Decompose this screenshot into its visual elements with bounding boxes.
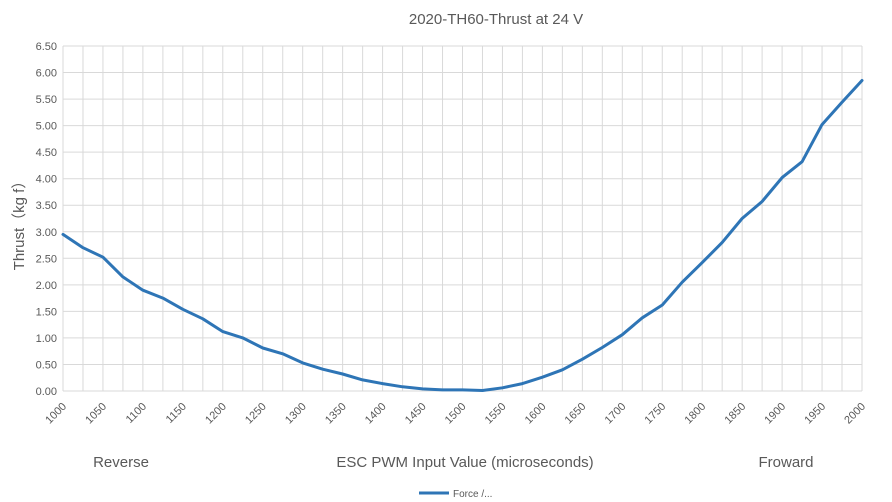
- y-tick-label: 4.00: [36, 174, 57, 186]
- y-tick-label: 3.00: [36, 227, 57, 239]
- y-axis-ticks: 0.00 0.50 1.00 1.50 2.00 2.50 3.00 3.50 4.00 4.50…: [36, 41, 57, 398]
- reverse-annotation: Reverse: [93, 454, 149, 471]
- forward-annotation: Froward: [758, 454, 813, 471]
- y-tick-label: 5.00: [36, 121, 57, 133]
- legend-label: Force /...: [453, 489, 492, 500]
- y-tick-label: 2.50: [36, 253, 57, 265]
- y-tick-label: 5.50: [36, 94, 57, 106]
- x-axis-label: ESC PWM Input Value (microseconds): [336, 454, 593, 471]
- y-tick-label: 4.50: [36, 147, 57, 159]
- y-tick-label: 2.00: [36, 280, 57, 292]
- chart-title: 2020-TH60-Thrust at 24 V: [409, 11, 583, 28]
- y-tick-label: 6.00: [36, 68, 57, 80]
- legend: Force /...: [419, 489, 492, 500]
- grid-lines: [62, 45, 863, 392]
- y-axis-label: Thrust（kg f）: [11, 174, 28, 271]
- y-tick-label: 6.50: [36, 41, 57, 53]
- y-tick-label: 0.00: [36, 386, 57, 398]
- y-tick-label: 1.00: [36, 333, 57, 345]
- y-tick-label: 1.50: [36, 306, 57, 318]
- series-line-force: [61, 79, 864, 392]
- y-tick-label: 0.50: [36, 359, 57, 371]
- y-tick-label: 3.50: [36, 200, 57, 212]
